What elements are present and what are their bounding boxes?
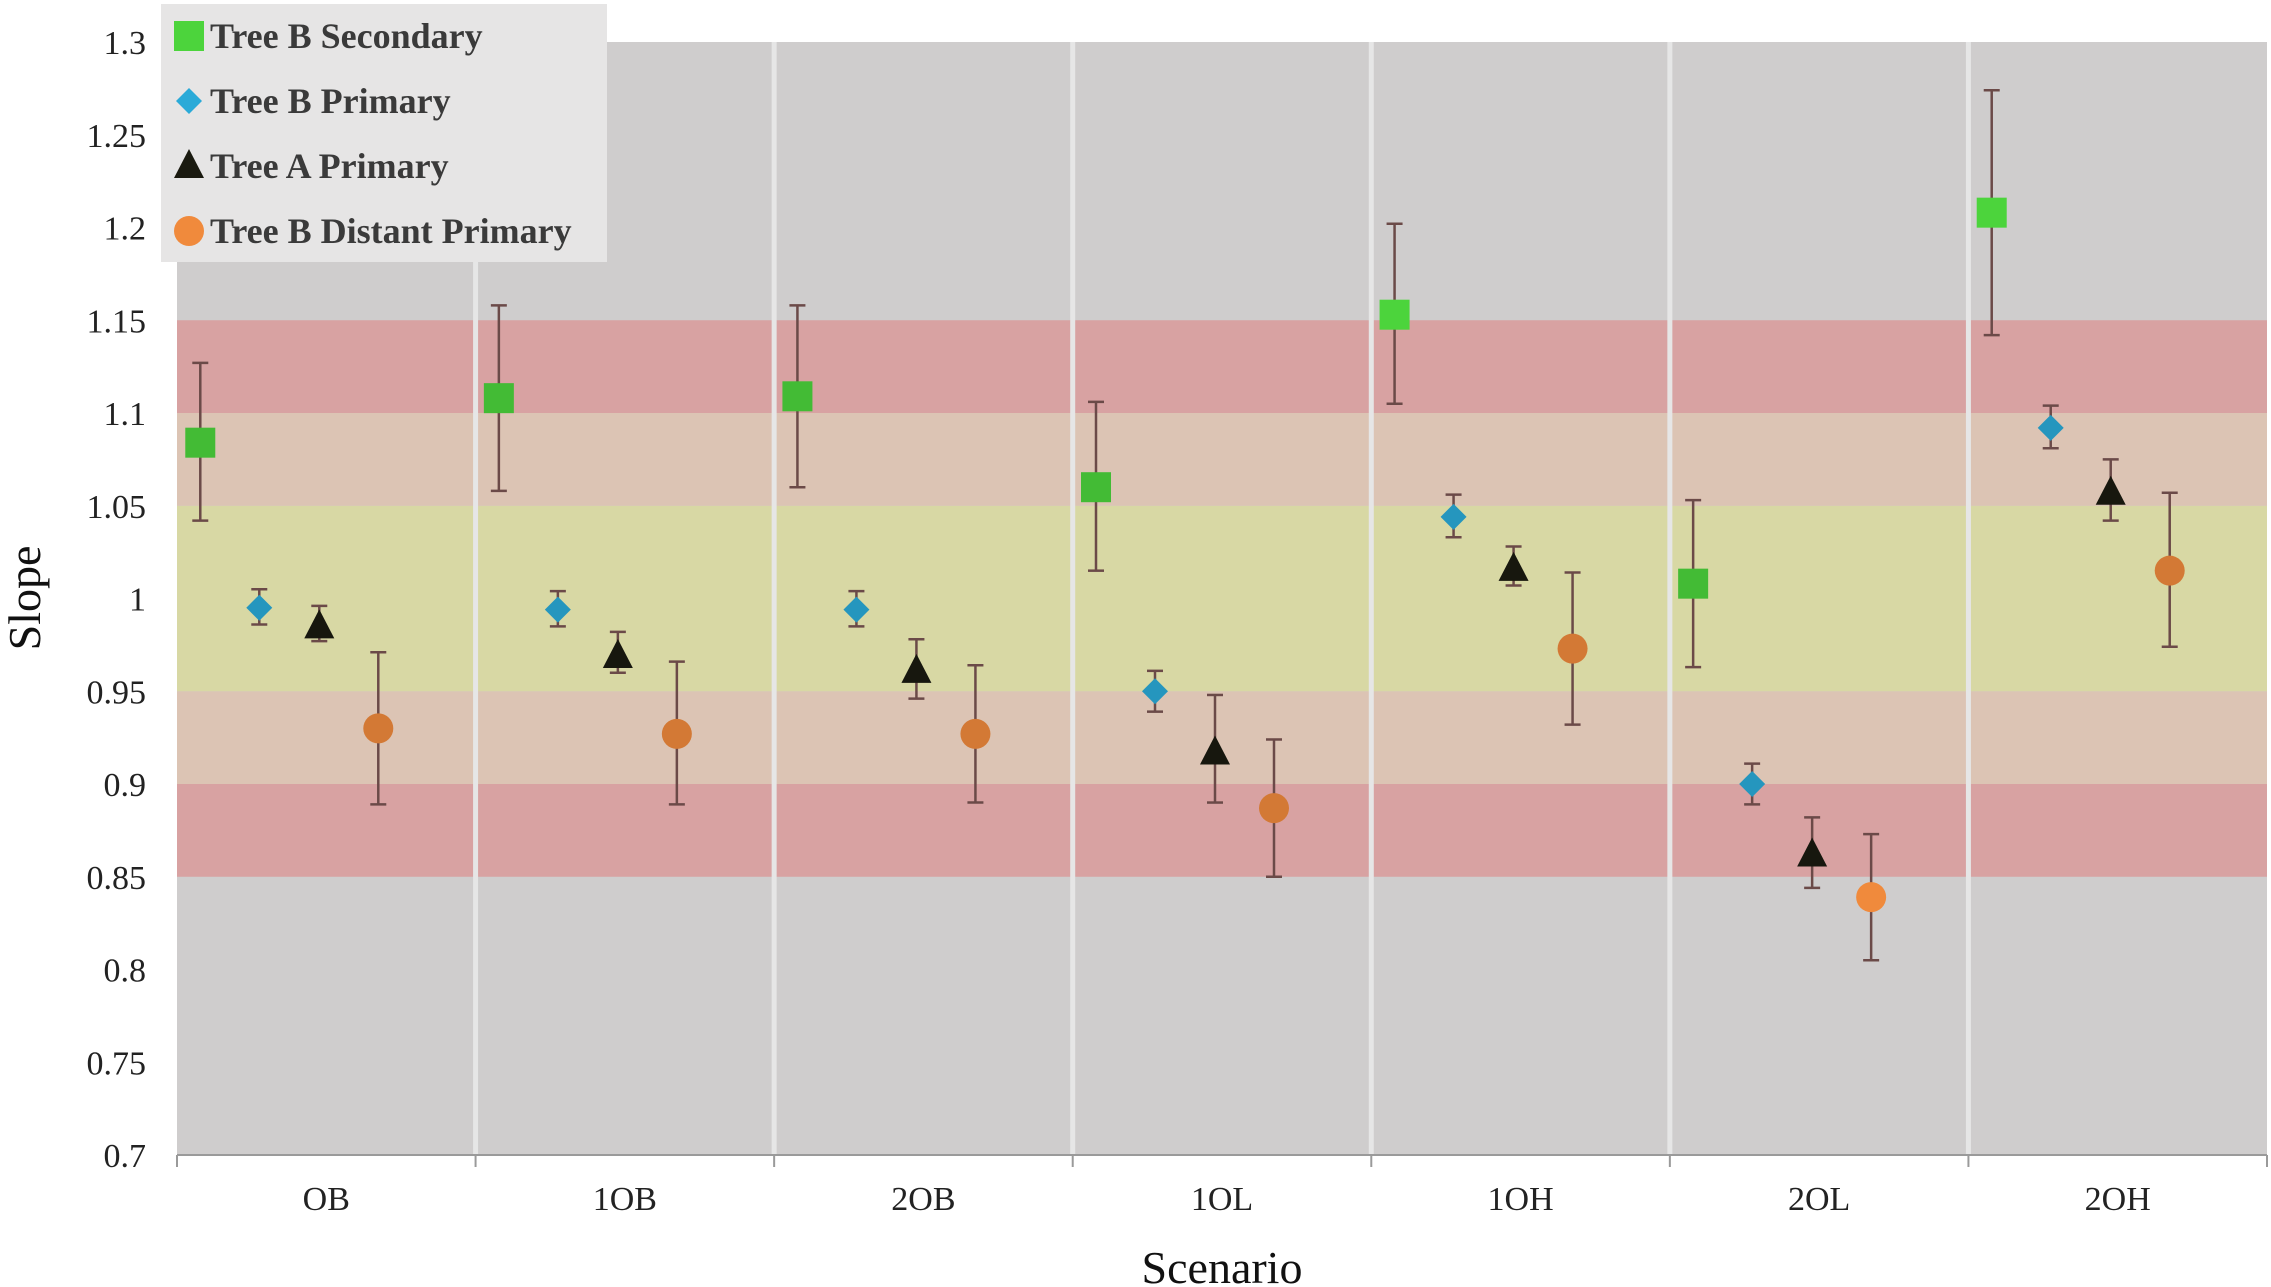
y-tick-label: 1.05	[87, 489, 147, 526]
band-3	[177, 413, 2267, 506]
x-tick-label: 1OB	[593, 1181, 657, 1218]
legend: Tree B Secondary Tree B Primary Tree A Pri…	[161, 4, 607, 262]
axes: OB 1OB 2OB 1OL 1OH 2OL 2OH 0.7 0.75 0.8 0.85 0.9 0.9…	[87, 25, 2268, 1218]
data-point	[901, 653, 932, 683]
y-tick-label: 1.15	[87, 303, 147, 340]
data-point	[544, 596, 571, 623]
legend-marker	[174, 21, 204, 51]
x-tick-label: 2OB	[891, 1181, 955, 1218]
data-point	[2154, 555, 2185, 586]
data-point	[304, 609, 335, 639]
y-tick-label: 0.95	[87, 674, 147, 711]
y-tick-label: 1.1	[104, 396, 147, 433]
x-tick-label: 2OH	[2085, 1181, 2151, 1218]
category-separators	[473, 42, 1971, 1155]
y-tick-label: 1.25	[87, 118, 147, 155]
series-tree-b-primary	[246, 404, 2064, 806]
band-1	[177, 691, 2267, 784]
legend-label: Tree B Distant Primary	[210, 211, 572, 251]
x-axis-title: Scenario	[1142, 1242, 1303, 1287]
y-tick-label: 0.8	[104, 953, 147, 990]
data-series	[185, 88, 2185, 962]
legend-label: Tree A Primary	[210, 146, 449, 186]
data-point	[2037, 414, 2064, 441]
data-point	[661, 718, 692, 749]
data-point	[782, 381, 813, 412]
data-point	[843, 596, 870, 623]
y-axis-title: Slope	[0, 546, 50, 651]
band-4	[177, 320, 2267, 413]
data-point	[246, 594, 273, 621]
threshold-bands	[177, 320, 2267, 877]
x-tick-label: OB	[303, 1181, 350, 1218]
x-tick-label: 1OH	[1488, 1181, 1554, 1218]
data-point	[960, 718, 991, 749]
data-point	[363, 713, 394, 744]
legend-marker	[176, 88, 202, 114]
data-point	[1739, 771, 1766, 797]
data-point	[1142, 678, 1168, 705]
series-tree-a-primary	[304, 458, 2126, 890]
data-point	[483, 383, 514, 414]
data-point	[602, 639, 633, 669]
band-2	[177, 505, 2267, 692]
y-tick-label: 1.3	[104, 25, 147, 62]
data-point	[1379, 299, 1410, 330]
y-tick-label: 1.2	[104, 211, 147, 248]
legend-label: Tree B Secondary	[210, 16, 483, 56]
legend-marker	[174, 216, 204, 246]
y-tick-label: 0.75	[87, 1045, 147, 1082]
legend-marker	[174, 149, 204, 178]
data-point	[1797, 837, 1828, 867]
x-tick-label: 1OL	[1191, 1181, 1253, 1218]
y-tick-label: 0.85	[87, 860, 147, 897]
y-tick-label: 0.9	[104, 767, 147, 804]
data-point	[185, 427, 216, 458]
data-point	[1678, 568, 1709, 599]
legend-box	[161, 4, 607, 262]
y-tick-label: 1	[129, 582, 146, 619]
data-point	[1557, 633, 1588, 664]
data-point	[1081, 472, 1111, 503]
series-tree-b-secondary	[185, 88, 2007, 669]
data-point	[1440, 503, 1467, 530]
y-tick-label: 0.7	[104, 1138, 147, 1175]
data-point	[1200, 735, 1230, 765]
series-tree-b-distant-primary	[363, 491, 2185, 962]
data-point	[1259, 793, 1289, 824]
band-0	[177, 784, 2267, 877]
data-point	[1498, 551, 1529, 581]
data-point	[1856, 882, 1887, 913]
data-point	[1976, 197, 2007, 228]
legend-label: Tree B Primary	[210, 81, 451, 121]
data-point	[2095, 475, 2126, 505]
x-tick-label: 2OL	[1788, 1181, 1850, 1218]
